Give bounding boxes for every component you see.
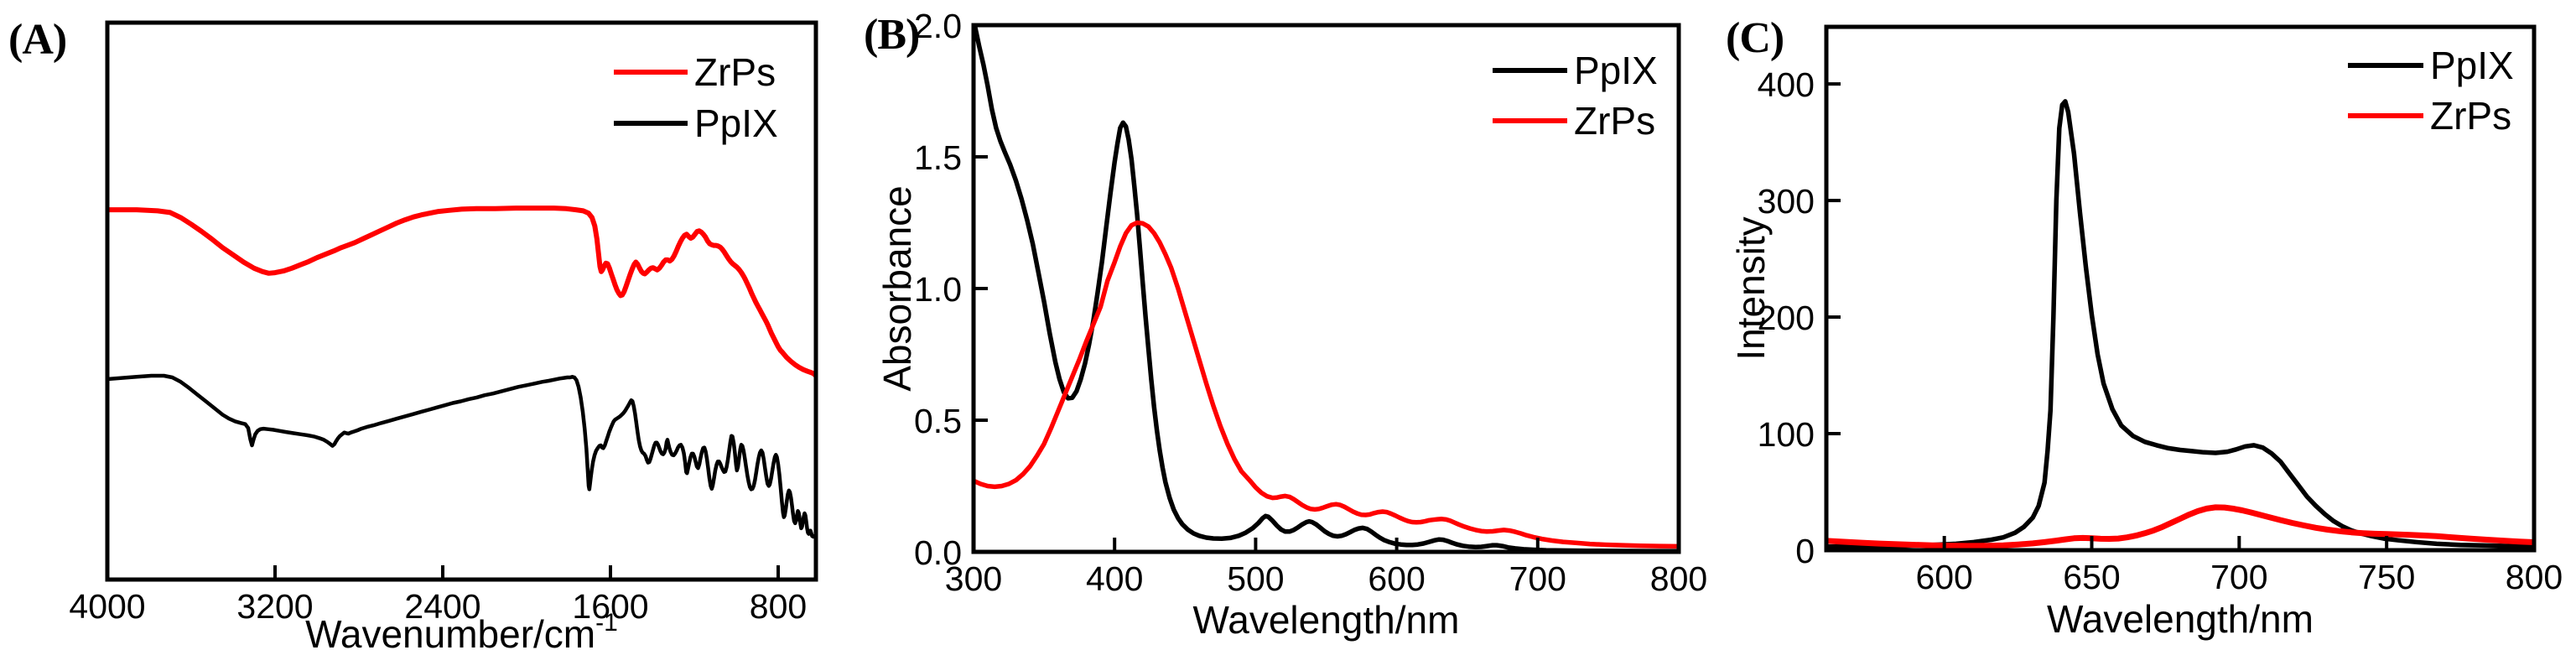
legend: ZrPs PpIX xyxy=(614,50,778,145)
x-tick-label: 300 xyxy=(945,559,1002,598)
plot-box xyxy=(971,23,1681,554)
x-tick-label: 800 xyxy=(2506,558,2563,596)
curves-group xyxy=(974,25,1679,552)
y-tick-label: 0 xyxy=(1795,532,1815,570)
x-tick-label: 700 xyxy=(2210,558,2267,596)
panel-b-absorbance-chart: 300 400 500 600 700 800 0.0 0.5 1.0 1.5 2.0 Wavelen… xyxy=(875,7,1707,642)
legend: PpIX ZrPs xyxy=(2348,44,2514,138)
curve-zrps xyxy=(1826,504,2534,549)
x-tick-label: 600 xyxy=(1915,558,1972,596)
panel-c-intensity-chart: 600 650 700 750 800 0 100 200 300 400 Wavelength/n… xyxy=(1729,24,2563,641)
legend-label-zrps: ZrPs xyxy=(2430,94,2511,138)
x-tick-label: 400 xyxy=(1086,559,1143,598)
legend-label-ppix: PpIX xyxy=(1574,49,1658,92)
x-tick-label: 4000 xyxy=(69,587,145,626)
y-tick-label: 300 xyxy=(1758,182,1815,221)
x-axis-label: Wavelength/nm xyxy=(1193,598,1460,642)
y-tick-label: 0.5 xyxy=(914,402,962,440)
x-tick-label: 500 xyxy=(1227,559,1284,598)
curves-group xyxy=(107,205,816,540)
y-axis-label: Intensity xyxy=(1729,216,1773,360)
y-axis-label: Absorbance xyxy=(875,185,919,392)
plot-box xyxy=(1824,24,2537,553)
legend-label-zrps: ZrPs xyxy=(694,50,776,94)
x-tick-label: 700 xyxy=(1509,559,1566,598)
x-tick-label: 2400 xyxy=(404,587,480,626)
curves-group xyxy=(1826,99,2534,549)
curve-ppix xyxy=(974,25,1679,552)
x-tick-label: 3200 xyxy=(236,587,313,626)
y-tick-label: 1.0 xyxy=(914,270,962,309)
legend-label-zrps: ZrPs xyxy=(1574,99,1655,143)
y-tick-label: 200 xyxy=(1758,299,1815,337)
x-tick-label: 800 xyxy=(750,587,807,626)
legend-label-ppix: PpIX xyxy=(694,101,778,145)
x-tick-label: 800 xyxy=(1650,559,1707,598)
x-axis-label: Wavenumber/cm-1 xyxy=(305,609,618,650)
legend-label-ppix: PpIX xyxy=(2430,44,2514,87)
y-tick-label: 100 xyxy=(1758,415,1815,454)
x-tick-label: 600 xyxy=(1368,559,1425,598)
y-tick-label: 0.0 xyxy=(914,533,962,572)
panel-label-a: (A) xyxy=(8,16,67,64)
panel-label-b: (B) xyxy=(864,11,920,59)
curve-zrps xyxy=(107,205,816,378)
x-tick-label: 1600 xyxy=(572,587,648,626)
legend: PpIX ZrPs xyxy=(1493,49,1658,143)
panel-label-c: (C) xyxy=(1726,14,1784,62)
y-tick-label: 400 xyxy=(1758,65,1815,104)
plot-box xyxy=(105,20,818,582)
y-tick-label: 1.5 xyxy=(914,138,962,177)
x-axis-label: Wavelength/nm xyxy=(2047,597,2314,641)
x-tick-label: 750 xyxy=(2358,558,2415,596)
curve-zrps xyxy=(974,220,1679,549)
y-tick-label: 2.0 xyxy=(914,7,962,45)
panel-a-ftir-chart: 4000 3200 2400 1600 800 Wavenumber/cm-1 ZrPs Pp… xyxy=(69,20,818,650)
curve-ppix xyxy=(1826,99,2534,549)
x-tick-label: 650 xyxy=(2063,558,2120,596)
curve-ppix xyxy=(107,373,816,540)
